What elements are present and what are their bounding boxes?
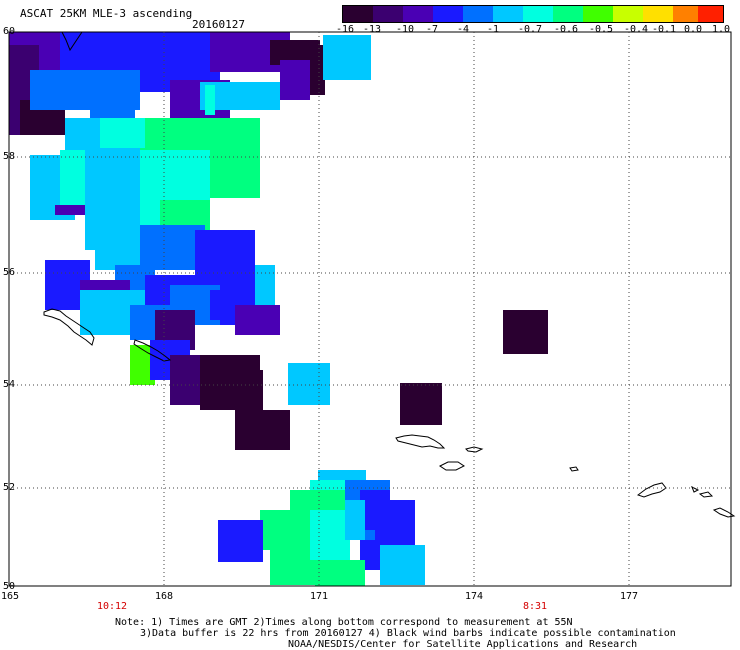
colorbar-seg-9 <box>613 6 643 22</box>
wind-cell-violet <box>55 205 85 215</box>
wind-cell-blue <box>195 230 255 275</box>
coast-kiska <box>636 482 667 498</box>
chart-date: 20160127 <box>192 18 245 31</box>
lat-label-52: 52 <box>3 482 16 493</box>
colorbar-label: -7 <box>425 24 439 35</box>
colorbar-label: 0.0 <box>683 24 703 35</box>
wind-cell-green <box>315 560 365 586</box>
wind-cell-midblue <box>90 80 135 120</box>
colorbar-seg-5 <box>493 6 523 22</box>
colorbar-seg-2 <box>403 6 433 22</box>
lat-label-54: 54 <box>3 379 16 390</box>
colorbar-label: -10 <box>395 24 415 35</box>
lon-label-168: 168 <box>154 591 174 602</box>
wind-cell-cyan <box>345 500 365 540</box>
wind-cell-aqua <box>205 85 215 115</box>
pass-time-1: 10:12 <box>96 601 128 612</box>
wind-cell-cyan <box>255 265 275 305</box>
coastlines <box>43 31 736 518</box>
colorbar-label: -0.1 <box>651 24 677 35</box>
wind-cells <box>9 32 548 586</box>
lon-label-174: 174 <box>464 591 484 602</box>
colorbar-label: -0.6 <box>553 24 579 35</box>
plot-frame <box>8 31 732 587</box>
colorbar-label: -1 <box>486 24 500 35</box>
wind-cell-cyan <box>288 363 330 405</box>
colorbar-seg-10 <box>643 6 673 22</box>
colorbar-label: -13 <box>362 24 382 35</box>
wind-cell-aqua <box>310 510 350 560</box>
colorbar-seg-12 <box>698 6 723 22</box>
colorbar-seg-4 <box>463 6 493 22</box>
coast-attu <box>395 434 446 449</box>
wind-cell-cyan <box>323 35 371 80</box>
lon-label-165: 165 <box>0 591 20 602</box>
colorbar-seg-11 <box>673 6 698 22</box>
colorbar-seg-1 <box>373 6 403 22</box>
wind-cell-dark <box>240 410 290 450</box>
colorbar-seg-8 <box>583 6 613 22</box>
coast-rat-islands <box>691 485 714 498</box>
coast-agattu <box>439 461 465 471</box>
lat-label-50: 50 <box>3 581 16 592</box>
colorbar-label: -16 <box>335 24 355 35</box>
note-line-2: 3)Data buffer is 22 hrs from 20160127 4)… <box>140 628 676 639</box>
wind-cell-midblue <box>140 225 205 270</box>
wind-cell-dark <box>400 383 442 425</box>
coast-semichi <box>465 446 484 453</box>
coast-bering-island <box>43 308 95 346</box>
lon-label-171: 171 <box>309 591 329 602</box>
colorbar <box>342 5 724 23</box>
lon-label-177: 177 <box>619 591 639 602</box>
wind-cell-blue <box>218 520 263 562</box>
pass-time-2: 8:31 <box>522 601 548 612</box>
wind-cell-dark <box>503 310 548 354</box>
colorbar-label: 1.0 <box>711 24 731 35</box>
colorbar-label: -0.5 <box>588 24 614 35</box>
note-line-3: NOAA/NESDIS/Center for Satellite Applica… <box>288 639 638 650</box>
coast-kamchatka <box>61 31 83 52</box>
wind-cell-aqua <box>100 118 145 148</box>
wind-cell-violet <box>280 60 310 100</box>
chart-title: ASCAT 25KM MLE-3 ascending <box>20 7 193 20</box>
wind-cell-cyan <box>380 545 425 585</box>
colorbar-seg-7 <box>553 6 583 22</box>
graticule <box>9 32 731 586</box>
coast-amchitka <box>712 507 736 518</box>
colorbar-seg-0 <box>343 6 373 22</box>
coast-buldir <box>569 466 579 472</box>
colorbar-label: -0.7 <box>517 24 543 35</box>
colorbar-label: -0.4 <box>623 24 649 35</box>
colorbar-label: -4 <box>456 24 470 35</box>
lat-label-60: 60 <box>3 26 16 37</box>
wind-cell-violet <box>235 305 280 335</box>
lat-label-56: 56 <box>3 267 16 278</box>
note-line-1: Note: 1) Times are GMT 2)Times along bot… <box>115 617 573 628</box>
coast-medny-island <box>133 339 172 362</box>
colorbar-seg-6 <box>523 6 553 22</box>
lat-label-58: 58 <box>3 151 16 162</box>
colorbar-seg-3 <box>433 6 463 22</box>
